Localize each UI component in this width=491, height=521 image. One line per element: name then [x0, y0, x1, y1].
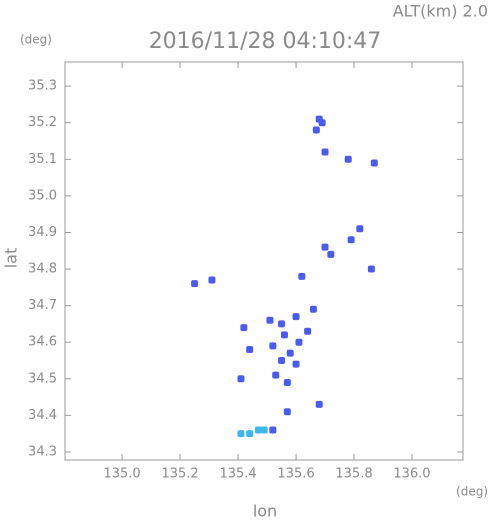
echo [254, 426, 262, 434]
echo [286, 349, 294, 357]
echo [312, 126, 320, 134]
echo [240, 324, 248, 332]
echo [237, 430, 245, 438]
echo [272, 371, 280, 379]
x-tick-label: 135.0 [103, 467, 140, 482]
echo [283, 378, 291, 386]
y-tick-label: 34.5 [28, 371, 57, 386]
y-unit: (deg) [20, 33, 52, 47]
x-tick-label: 135.4 [219, 467, 256, 482]
echo [191, 280, 199, 288]
echo [246, 430, 254, 438]
echo [304, 327, 312, 335]
echo [292, 313, 300, 321]
echo [266, 316, 274, 324]
echo [347, 236, 355, 244]
y-tick-label: 34.9 [28, 225, 57, 240]
echo [283, 408, 291, 416]
echo [367, 265, 375, 273]
y-tick-label: 34.7 [28, 298, 57, 313]
x-unit: (deg) [456, 485, 488, 499]
echo [237, 375, 245, 383]
echo [298, 272, 306, 280]
x-tick-label: 135.8 [335, 467, 372, 482]
x-tick-label: 135.6 [277, 467, 314, 482]
echo [321, 148, 329, 156]
y-tick-label: 34.3 [28, 444, 57, 459]
y-tick-label: 34.8 [28, 262, 57, 277]
echo [269, 342, 277, 350]
echo [370, 159, 378, 167]
x-tick-label: 135.2 [161, 467, 198, 482]
echo [309, 305, 317, 313]
echo [280, 331, 288, 339]
x-axis-label: lon [253, 502, 277, 521]
echo [269, 426, 277, 434]
y-tick-label: 34.4 [28, 408, 57, 423]
y-tick-label: 35.3 [28, 79, 57, 94]
y-tick-label: 35.2 [28, 115, 57, 130]
y-axis-label: lat [2, 248, 21, 269]
echo [295, 338, 303, 346]
echo [344, 155, 352, 163]
plot-frame [64, 61, 464, 461]
echo [278, 320, 286, 328]
y-tick-label: 35.1 [28, 152, 57, 167]
echo [208, 276, 216, 284]
echo [315, 400, 323, 408]
echo [321, 243, 329, 251]
echo [327, 250, 335, 258]
altitude-label: ALT(km) 2.0 [393, 2, 488, 21]
echo [246, 346, 254, 354]
x-tick-label: 136.0 [393, 467, 430, 482]
echo [356, 225, 364, 233]
y-tick-label: 34.6 [28, 335, 57, 350]
echo [318, 119, 326, 127]
echo [292, 360, 300, 368]
y-tick-label: 35.0 [28, 188, 57, 203]
echo [278, 357, 286, 364]
chart-title: 2016/11/28 04:10:47 [149, 29, 382, 54]
echo [260, 426, 268, 434]
